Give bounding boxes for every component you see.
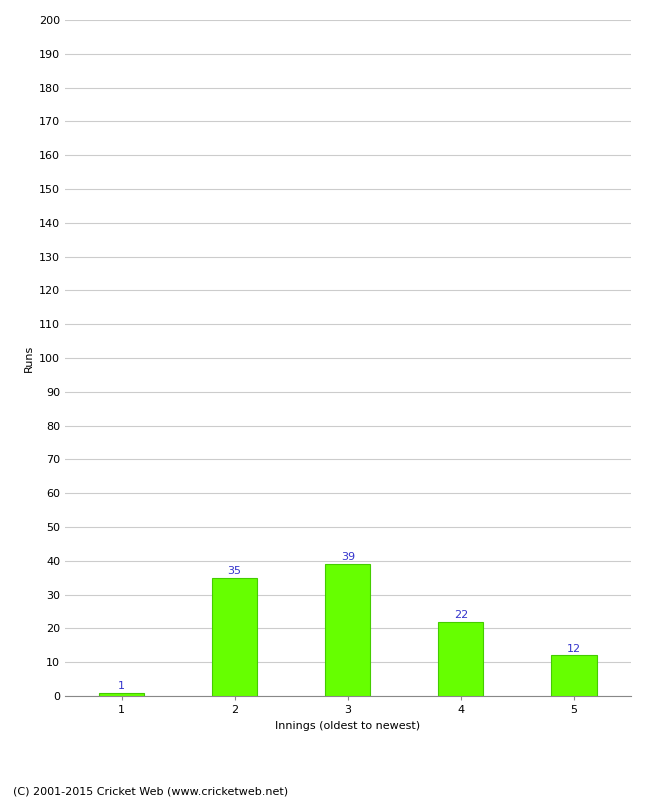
Text: 22: 22 [454, 610, 468, 620]
Text: 35: 35 [227, 566, 242, 576]
Bar [212, 578, 257, 696]
Bar [99, 693, 144, 696]
Y-axis label: Runs: Runs [23, 344, 33, 372]
Bar [551, 655, 597, 696]
Text: (C) 2001-2015 Cricket Web (www.cricketweb.net): (C) 2001-2015 Cricket Web (www.cricketwe… [13, 786, 288, 796]
Text: 39: 39 [341, 553, 355, 562]
X-axis label: Innings (oldest to newest): Innings (oldest to newest) [275, 721, 421, 730]
Text: 12: 12 [567, 644, 581, 654]
Bar [325, 564, 370, 696]
Text: 1: 1 [118, 681, 125, 691]
Bar [438, 622, 484, 696]
